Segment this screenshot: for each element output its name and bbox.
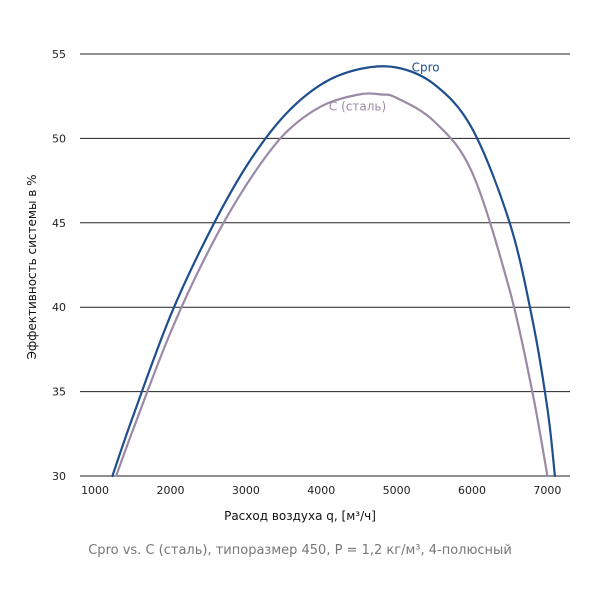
series-label-1: C (сталь) bbox=[329, 100, 386, 114]
series-label-0: Cpro bbox=[412, 61, 440, 75]
chart-caption: Cpro vs. C (сталь), типоразмер 450, P = … bbox=[88, 543, 512, 558]
x-tick-label: 2000 bbox=[156, 484, 184, 497]
series-lines bbox=[111, 65, 556, 478]
y-tick-label: 55 bbox=[52, 48, 66, 61]
y-tick-label: 30 bbox=[52, 470, 66, 483]
grid-lines bbox=[80, 53, 570, 477]
series-line-1 bbox=[115, 92, 549, 478]
series-labels: Cpro C (сталь) bbox=[329, 61, 440, 114]
y-tick-label: 40 bbox=[52, 301, 66, 314]
y-tick-label: 45 bbox=[52, 217, 66, 230]
x-tick-label: 7000 bbox=[533, 484, 561, 497]
y-tick-labels: 30 35 40 45 50 55 bbox=[52, 48, 66, 483]
x-tick-labels: 1000 2000 3000 4000 5000 6000 7000 bbox=[81, 484, 561, 497]
x-axis-label: Расход воздуха q, [м³/ч] bbox=[224, 509, 376, 523]
x-tick-label: 3000 bbox=[232, 484, 260, 497]
x-tick-label: 5000 bbox=[383, 484, 411, 497]
y-tick-label: 50 bbox=[52, 132, 66, 145]
series-line-0 bbox=[111, 65, 556, 478]
x-tick-label: 1000 bbox=[81, 484, 109, 497]
x-tick-label: 6000 bbox=[458, 484, 486, 497]
x-tick-label: 4000 bbox=[307, 484, 335, 497]
y-axis-label: Эффективность системы в % bbox=[25, 174, 39, 360]
y-tick-label: 35 bbox=[52, 386, 66, 399]
